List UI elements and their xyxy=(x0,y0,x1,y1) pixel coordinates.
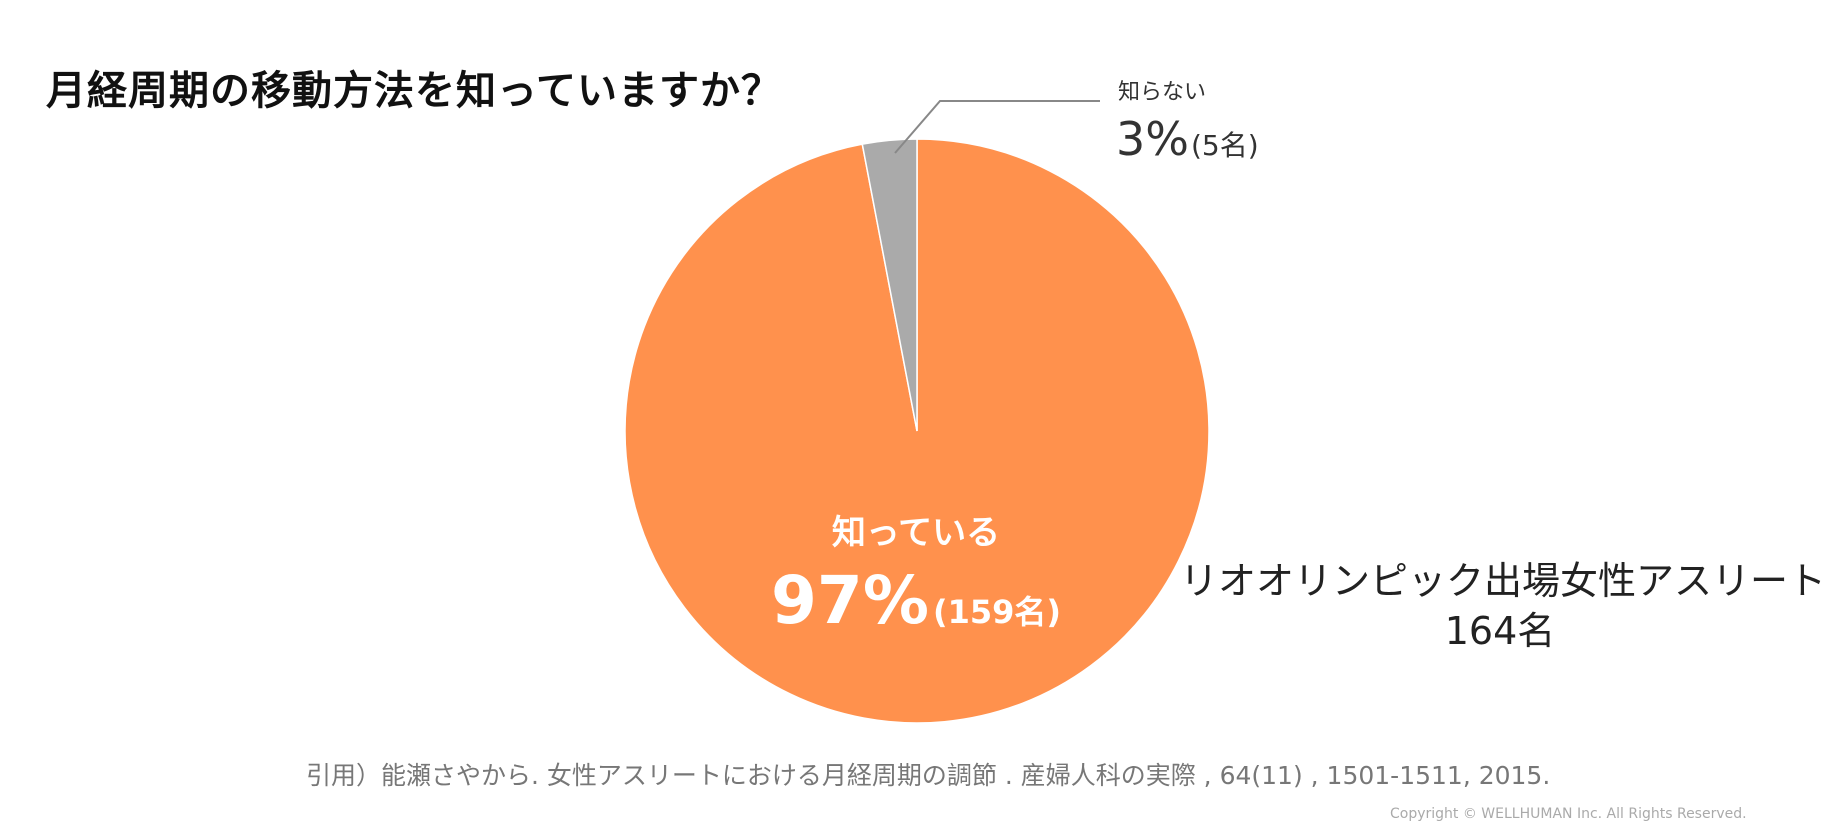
sample-population: リオオリンピック出場女性アスリート xyxy=(1180,559,1827,603)
sample-description: リオオリンピック出場女性アスリート 164名 xyxy=(1180,556,1827,656)
copyright: Copyright © WELLHUMAN Inc. All Rights Re… xyxy=(1390,806,1747,822)
slice-label-shitteiru: 知っている xyxy=(832,513,1000,553)
leader-line-shiranai xyxy=(894,100,1100,154)
slice-count-shitteiru: (159名) xyxy=(933,593,1061,631)
pie-slices xyxy=(624,138,1210,724)
chart-title: 月経周期の移動方法を知っていますか？ xyxy=(46,68,782,114)
slice-percent-shitteiru: 97% xyxy=(771,562,929,639)
slice-value-shitteiru: 97% (159名) xyxy=(771,562,1061,639)
sample-size: 164名 xyxy=(1444,609,1556,653)
slice-count-shiranai: (5名) xyxy=(1191,129,1259,162)
citation: 引用）能瀬さやから. 女性アスリートにおける月経周期の調節 . 産婦人科の実際 … xyxy=(306,761,1551,790)
slice-percent-shiranai: 3% xyxy=(1116,112,1189,166)
pie-slice-shiranai xyxy=(861,138,918,432)
slice-label-shiranai: 知らない xyxy=(1118,80,1206,105)
slice-value-shiranai: 3%(5名) xyxy=(1116,112,1259,166)
